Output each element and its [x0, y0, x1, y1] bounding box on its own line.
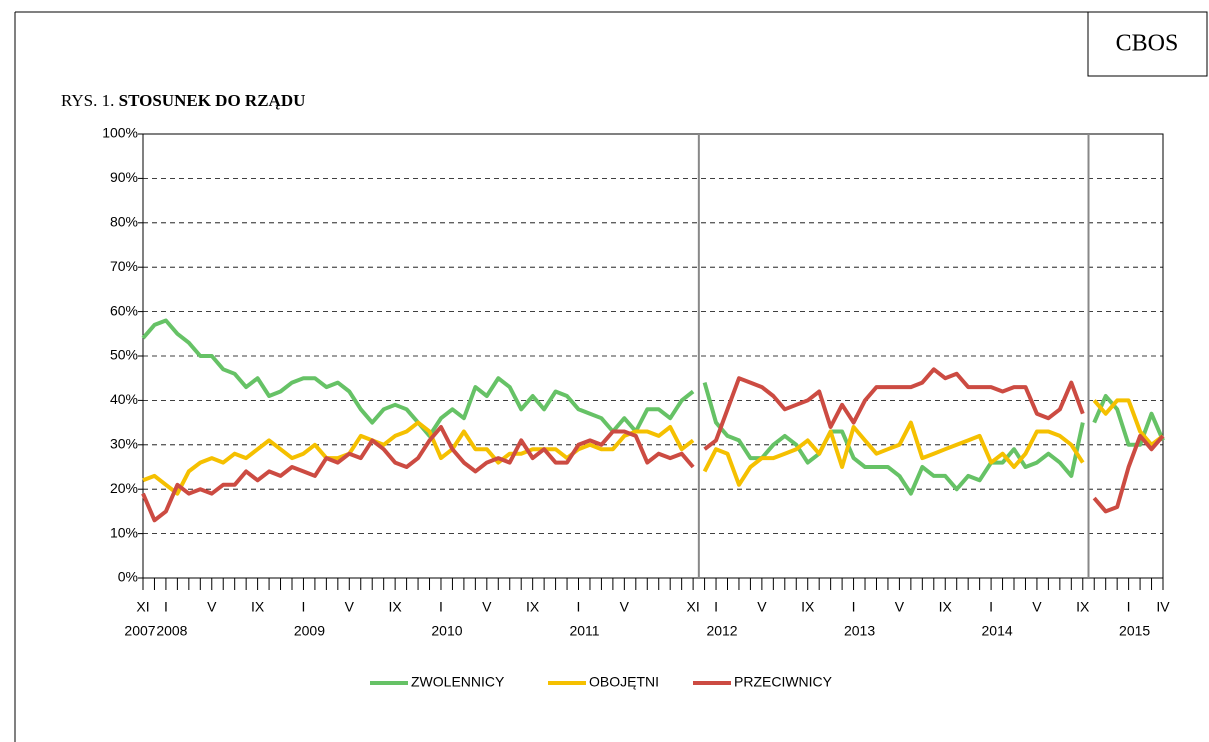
legend-label: ZWOLENNICY [411, 674, 505, 690]
x-tick-label: I [852, 599, 856, 615]
x-tick-label: V [1032, 599, 1042, 615]
series-line [1092, 394, 1165, 447]
y-tick-label: 100% [102, 125, 138, 141]
legend-label: PRZECIWNICY [734, 674, 833, 690]
x-tick-label: IV [1156, 599, 1170, 615]
title: RYS. 1. STOSUNEK DO RZĄDU [61, 91, 305, 110]
y-tick-label: 70% [110, 258, 138, 274]
series-line [141, 425, 695, 523]
x-year-label: 2010 [431, 623, 462, 639]
y-tick-label: 30% [110, 436, 138, 452]
x-year-label: 2013 [844, 623, 875, 639]
series-line [142, 420, 695, 496]
badge-box [1087, 11, 1208, 77]
y-tick-label: 0% [118, 569, 138, 585]
title-main: STOSUNEK DO RZĄDU [119, 91, 306, 110]
y-tick-label: 40% [110, 391, 138, 407]
x-tick-label: I [989, 599, 993, 615]
y-tick-label: 50% [110, 347, 138, 363]
x-year-label: 2015 [1119, 623, 1150, 639]
x-tick-label: I [302, 599, 306, 615]
x-tick-label: I [714, 599, 718, 615]
legend-label: OBOJĘTNI [589, 674, 659, 690]
x-tick-label: I [439, 599, 443, 615]
series-line [703, 367, 1085, 451]
y-tick-label: 80% [110, 214, 138, 230]
x-year-label: 2007 [124, 623, 155, 639]
x-tick-label: IX [939, 599, 953, 615]
x-year-label: 2014 [982, 623, 1013, 639]
y-tick-label: 60% [110, 302, 138, 318]
x-tick-label: V [620, 599, 630, 615]
x-tick-label: IX [1076, 599, 1090, 615]
x-tick-label: I [164, 599, 168, 615]
x-tick-label: IX [801, 599, 815, 615]
x-tick-label: V [345, 599, 355, 615]
x-year-label: 2012 [706, 623, 737, 639]
x-tick-label: IX [389, 599, 403, 615]
x-tick-label: XI [136, 599, 149, 615]
badge: CBOS [1116, 31, 1179, 57]
series-line [702, 420, 1085, 487]
x-tick-label: IX [251, 599, 265, 615]
x-tick-label: XI [686, 599, 699, 615]
x-tick-label: I [577, 599, 581, 615]
x-tick-label: V [757, 599, 767, 615]
x-year-label: 2009 [294, 623, 325, 639]
x-year-label: 2008 [156, 623, 187, 639]
y-tick-label: 90% [110, 169, 138, 185]
y-tick-label: 10% [110, 524, 138, 540]
series-line [1092, 433, 1165, 514]
x-tick-label: IX [526, 599, 540, 615]
x-tick-label: V [895, 599, 905, 615]
series-line [1092, 398, 1165, 447]
x-tick-label: V [207, 599, 217, 615]
series-line [702, 382, 1085, 496]
x-tick-label: I [1127, 599, 1131, 615]
x-tick-label: V [482, 599, 492, 615]
title-prefix: RYS. 1. [61, 91, 114, 110]
series-line [141, 318, 695, 438]
y-tick-label: 20% [110, 480, 138, 496]
x-year-label: 2011 [569, 623, 599, 639]
